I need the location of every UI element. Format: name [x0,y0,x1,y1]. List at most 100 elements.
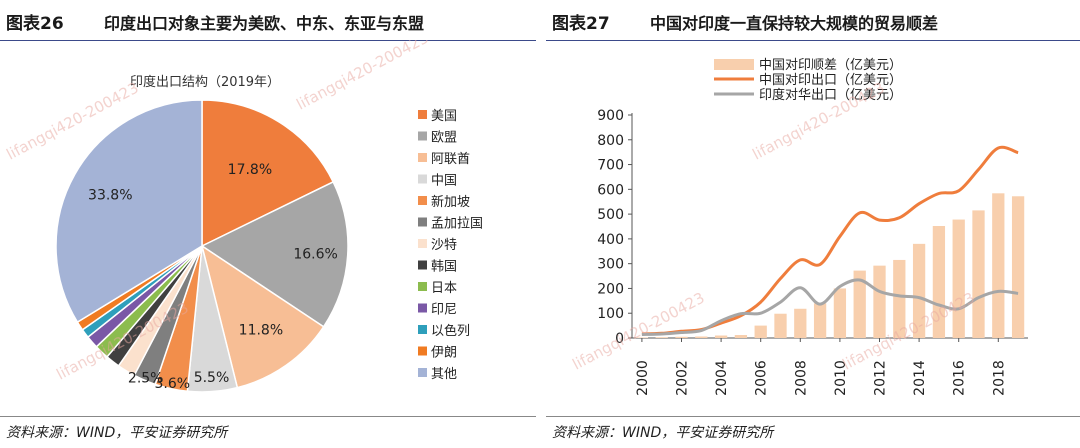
pie-slice-13 [55,99,203,324]
surplus-bar [873,265,886,338]
pie-slice-1 [201,99,335,248]
legend-label: 日本 [431,281,457,296]
x-tick-label: 2012 [873,360,889,396]
surplus-bar [972,210,985,338]
x-tick-label: 2016 [952,360,968,396]
surplus-bar [833,288,847,338]
legend-swatch [418,325,427,334]
surplus-bar [813,303,827,338]
left-title-bar: 图表26 印度出口对象主要为美欧、中东、东亚与东盟 [0,0,536,41]
legend-swatch [418,239,427,248]
left-figure-number: 图表26 [6,14,64,34]
right-source-note: 资料来源：WIND，平安证券研究所 [552,425,774,441]
y-tick-label: 500 [597,207,624,223]
surplus-bar [952,219,965,338]
x-tick-label: 2004 [714,360,730,396]
y-tick-label: 300 [597,257,624,273]
legend-swatch [418,153,427,162]
pie-slice-label: 33.8% [88,188,132,204]
legend-label: 印尼 [431,303,457,318]
y-tick-label: 100 [597,306,624,322]
pie-slice-2 [200,180,349,328]
legend-swatch [418,368,427,377]
surplus-bar [734,335,748,338]
right-title-bar: 图表27 中国对印度一直保持较大规模的贸易顺差 [546,0,1080,41]
y-tick-label: 900 [597,108,624,124]
surplus-bar [794,308,807,338]
pie-slice-label: 5.5% [194,370,230,386]
x-tick-label: 2000 [635,360,651,396]
combo-bars-group [635,193,1025,338]
legend-label: 美国 [431,109,457,124]
legend-label: 欧盟 [431,131,457,146]
surplus-bar [932,226,946,338]
pie-slice-label: 2.5% [128,371,164,387]
y-tick-label: 800 [597,133,624,149]
legend-label: 以色列 [431,323,470,339]
x-tick-label: 2002 [675,360,691,396]
combo-legend: 中国对印顺差（亿美元）中国对印出口（亿美元）印度对华出口（亿美元） [714,58,902,103]
surplus-bar [1011,196,1025,338]
combo-chart: 0 100 200 300 400 500 600 700 800 900 2000 2002 2004… [569,58,1028,396]
surplus-bar [695,336,708,338]
left-figure-title: 印度出口对象主要为美欧、中东、东亚与东盟 [104,14,425,33]
legend-swatch [418,217,427,227]
pie-slice-label: 16.6% [293,247,337,263]
legend-swatch [418,282,427,291]
legend-label: 孟加拉国 [431,217,483,232]
legend-swatch [418,174,427,184]
x-tick-label: 2018 [991,360,1007,396]
legend-label: 韩国 [431,260,457,275]
x-tick-label: 2010 [833,360,849,396]
x-tick-label: 2008 [793,360,809,396]
pie-slice-label: 11.8% [239,323,283,339]
legend-label: 伊朗 [431,346,457,361]
surplus-bar [853,270,866,338]
pie-chart: 印度出口结构（2019年） 17.8% 16.6% 11.8% 5.5%3.6%2.5… [3,40,483,393]
right-figure-panel: 图表27 中国对印度一直保持较大规模的贸易顺差 0 100 200 300 400 500… [546,0,1080,448]
surplus-bar [774,313,787,338]
left-figure-panel: 图表26 印度出口对象主要为美欧、中东、东亚与东盟 印度出口结构（2019年） … [0,0,536,448]
y-tick-label: 600 [597,182,624,198]
legend-label: 其他 [431,367,457,382]
surplus-bar [754,325,767,338]
legend-label: 新加坡 [431,194,470,210]
right-source-divider [546,416,1080,417]
legend-label: 印度对华出口（亿美元） [759,87,902,103]
y-tick-label: 200 [597,281,624,297]
legend-swatch [418,110,427,119]
y-tick-label: 700 [597,158,624,174]
left-source-divider [0,416,536,417]
surplus-bar [635,337,649,338]
surplus-bar [912,243,926,338]
india-export-line [641,278,1019,336]
legend-label: 阿联酋 [431,151,470,167]
combo-lines-group [641,145,1019,336]
y-tick-label: 0 [615,331,624,347]
legend-swatch [418,260,427,270]
pie-slice-label: 3.6% [155,376,191,392]
right-figure-number: 图表27 [552,14,610,34]
legend-swatch [418,131,427,141]
x-tick-label: 2014 [912,360,928,396]
surplus-bar [675,336,688,338]
watermark-text: lifangqi420-200423 [293,40,431,114]
left-source-note: 资料来源：WIND，平安证券研究所 [6,425,228,441]
pie-labels-group: 17.8% 16.6% 11.8% 5.5%3.6%2.5% 33.8% [88,162,338,392]
legend-label: 沙特 [431,238,457,253]
surplus-bar [992,193,1005,338]
legend-label: 中国对印顺差（亿美元） [759,58,902,73]
legend-swatch [418,303,427,313]
legend-label: 中国 [431,174,457,189]
pie-slices-group [55,99,349,393]
legend-swatch [714,59,754,70]
legend-swatch [418,196,427,205]
y-tick-label: 400 [597,232,624,248]
pie-slice-3 [200,244,325,389]
surplus-bar [714,335,728,338]
surplus-bar [893,259,906,338]
surplus-bar [655,337,668,338]
pie-slice-label: 17.8% [228,162,272,178]
right-figure-title: 中国对印度一直保持较大规模的贸易顺差 [650,14,939,33]
